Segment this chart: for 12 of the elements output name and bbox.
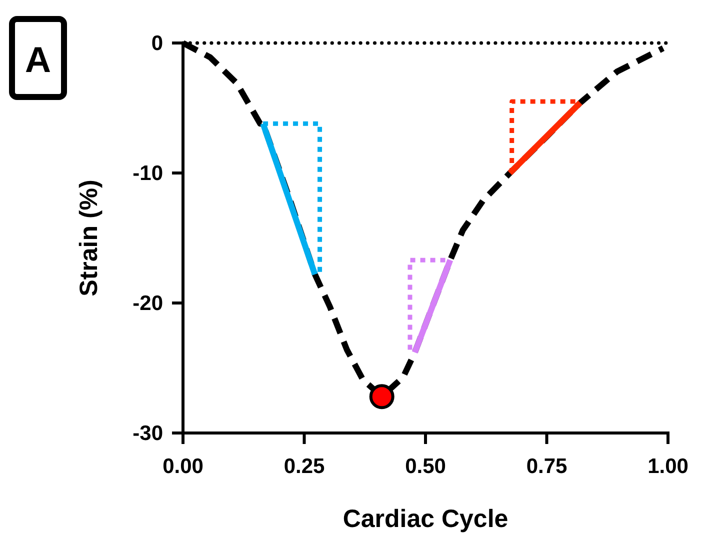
x-tick-label: 0.25 xyxy=(284,455,326,478)
x-tick-label: 0.00 xyxy=(162,455,204,478)
y-tick-label: -10 xyxy=(132,162,163,185)
x-tick-label: 1.00 xyxy=(648,455,688,478)
x-tick-label: 0.75 xyxy=(526,455,568,478)
text: A xyxy=(25,39,51,80)
x-tick-label: 0.50 xyxy=(405,455,446,478)
y-tick-label: -30 xyxy=(132,422,163,445)
x-axis-title: Cardiac Cycle xyxy=(342,505,508,533)
y-tick-label: -20 xyxy=(132,292,163,315)
y-axis-title: Strain (%) xyxy=(75,180,103,296)
y-tick-label: 0 xyxy=(151,32,163,55)
